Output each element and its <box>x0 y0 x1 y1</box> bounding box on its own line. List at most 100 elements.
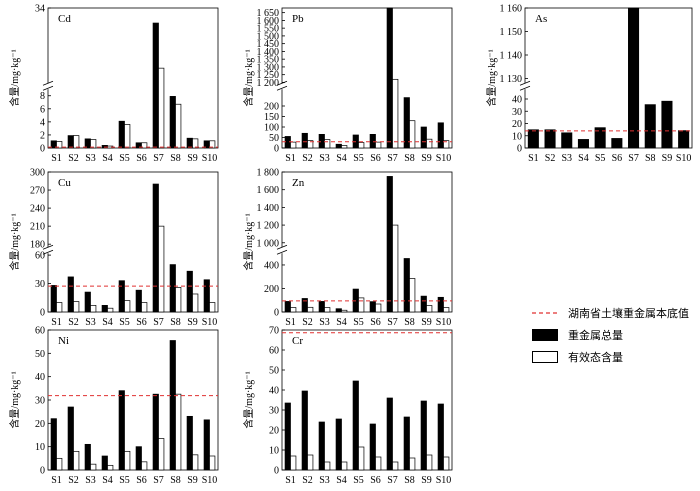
x-tick-label: S3 <box>561 153 572 164</box>
bar-available <box>307 454 314 471</box>
legend-total: 重金属总量 <box>532 324 689 346</box>
bar-total <box>67 276 74 313</box>
bar-available <box>443 140 450 149</box>
axis-break-mark <box>276 244 288 250</box>
bar-total <box>403 258 410 313</box>
x-tick-label: S3 <box>319 475 330 486</box>
bar-total <box>169 264 176 313</box>
x-tick-label: S1 <box>285 153 296 164</box>
x-tick-label: S10 <box>436 153 452 164</box>
y-tick-label: 210 <box>30 222 45 233</box>
x-tick-label: S2 <box>302 153 313 164</box>
plot-frame <box>281 7 453 149</box>
bar-available <box>290 455 297 471</box>
bar-total <box>318 301 325 313</box>
plot-frame <box>524 7 693 149</box>
x-tick-label: S7 <box>153 317 164 328</box>
legend-total-label: 重金属总量 <box>568 330 623 342</box>
bar-total <box>437 403 444 471</box>
bar-total <box>101 455 108 471</box>
bar-total <box>335 308 342 313</box>
x-tick-label: S8 <box>170 317 181 328</box>
bar-total <box>84 291 91 313</box>
bar-available <box>307 140 314 149</box>
y-tick-label: 0 <box>274 466 279 477</box>
bar-available <box>324 461 331 471</box>
bar-total <box>611 138 623 149</box>
x-tick-label: S7 <box>387 317 398 328</box>
bar-available <box>392 78 399 149</box>
x-tick-label: S8 <box>404 475 415 486</box>
bar-total <box>67 135 74 149</box>
bar-available <box>192 138 199 149</box>
x-tick-label: S7 <box>628 153 639 164</box>
x-tick-label: S2 <box>545 153 556 164</box>
y-tick-label: 40 <box>269 386 279 397</box>
y-tick-label: 1 600 <box>257 185 280 196</box>
legend-total-swatch <box>532 329 558 341</box>
bar-available <box>290 307 297 313</box>
axis-break-gap <box>278 247 286 254</box>
x-tick-label: S2 <box>302 475 313 486</box>
y-axis-label: 含量/mg·kg⁻¹ <box>485 49 498 106</box>
y-tick-label: 1 650 <box>257 8 280 19</box>
bar-total <box>594 127 606 149</box>
bar-total <box>284 301 291 313</box>
x-tick-label: S1 <box>51 317 62 328</box>
x-tick-label: S9 <box>421 475 432 486</box>
y-tick-label: 1 350 <box>257 55 280 66</box>
bar-available <box>341 461 348 471</box>
bar-available <box>192 293 199 313</box>
y-tick-label: 1 400 <box>257 203 280 214</box>
chart-panel-zn: 0 200 400 1 000 1 200 1 400 1 600 1 800 Zn 含量/mg·… <box>242 168 453 328</box>
axis-break-gap <box>44 247 52 254</box>
bar-total <box>369 134 376 149</box>
bar-total <box>50 285 57 313</box>
bar-available <box>90 139 97 149</box>
axis-break-gap <box>521 83 529 90</box>
x-tick-label: S6 <box>370 475 381 486</box>
bar-available <box>426 305 433 313</box>
x-tick-label: S2 <box>68 475 79 486</box>
legend-available-swatch <box>532 351 558 363</box>
y-tick-label: 1 800 <box>257 168 280 179</box>
panel-title: Cd <box>58 13 71 25</box>
bar-total <box>661 100 673 149</box>
x-tick-label: S5 <box>595 153 606 164</box>
chart-panel-cr: 0 10 20 30 40 50 60 70 Cr 含量/mg·kg⁻¹ S1 S2 S3 S4 S5 S6 S… <box>242 326 453 486</box>
bar-total <box>186 137 193 149</box>
y-tick-label: 34 <box>35 4 45 15</box>
bar-total <box>186 415 193 471</box>
bar-available <box>426 138 433 149</box>
x-tick-label: S5 <box>353 475 364 486</box>
chart-panel-cd: 0 2 4 6 8 34 Cd 含量/mg·kg⁻¹ S1 S2 S3 S4 S5 S6 S7 S8 S9 S10 <box>8 4 219 164</box>
y-tick-label: 1 250 <box>257 70 280 81</box>
axis-break-mark <box>42 249 54 255</box>
bar-total <box>186 270 193 313</box>
bar-total <box>152 22 159 149</box>
bar-available <box>341 145 348 149</box>
bar-total <box>386 7 393 149</box>
y-tick-label: 1 150 <box>500 27 523 38</box>
bar-available <box>324 307 331 313</box>
bar-total <box>420 126 427 149</box>
x-tick-label: S4 <box>336 317 347 328</box>
x-tick-label: S6 <box>136 153 147 164</box>
bar-available <box>73 301 80 313</box>
bar-total <box>118 280 125 313</box>
y-tick-label: 2 <box>40 130 45 141</box>
bar-available <box>375 303 382 313</box>
y-tick-label: 20 <box>512 119 522 130</box>
bar-total <box>527 129 539 149</box>
axis-break-gap <box>44 83 52 90</box>
x-tick-label: S3 <box>319 317 330 328</box>
x-tick-label: S4 <box>102 153 113 164</box>
bar-available <box>209 302 216 313</box>
y-axis-label: 含量/mg·kg⁻¹ <box>242 213 255 270</box>
y-tick-label: 100 <box>264 123 279 134</box>
y-tick-label: 0 <box>40 466 45 477</box>
x-tick-label: S9 <box>421 153 432 164</box>
legend-available: 有效态含量 <box>532 346 689 368</box>
x-tick-label: S7 <box>387 475 398 486</box>
y-axis-label: 含量/mg·kg⁻¹ <box>242 371 255 428</box>
